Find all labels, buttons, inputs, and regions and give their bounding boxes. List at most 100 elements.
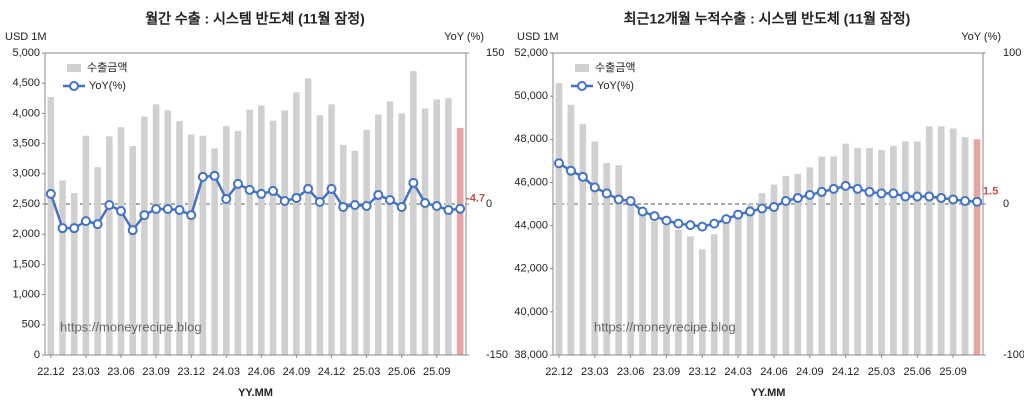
bar [351,150,359,355]
bar [746,204,754,355]
line-marker [768,202,779,213]
line-marker [116,206,127,217]
bar [878,150,885,355]
bar [246,109,253,355]
line-marker [924,191,935,202]
line-marker [303,183,314,194]
y-tick-label: 44,000 [514,219,548,231]
line-marker [828,183,839,194]
line-marker [948,194,959,205]
y-tick-label: 4,000 [12,107,40,119]
line-marker [349,200,360,211]
legend-label: YoY(%) [597,80,634,92]
line-marker [780,195,791,206]
x-tick-label: 25.09 [939,366,967,378]
bar [555,83,563,355]
line-marker [314,196,325,207]
x-tick-label: 24.12 [318,366,346,378]
plot-frame [552,52,984,356]
line-marker [431,201,442,212]
y-tick-label: 500 [22,319,40,331]
bar [293,92,300,355]
bar [339,144,347,355]
bar [830,156,838,355]
line-marker [577,171,588,182]
line-marker [326,183,337,194]
line-marker [268,185,279,196]
y-tick-label: 0 [34,349,40,361]
line-marker [613,194,624,205]
line-marker [104,200,115,211]
line-marker [816,186,827,197]
bar [375,114,382,355]
line-marker [396,202,407,213]
bar [758,193,766,355]
bar [129,146,136,355]
line-marker [876,188,887,199]
line-marker [960,195,971,206]
bar [211,148,218,355]
y-tick-label: 40,000 [514,306,548,318]
y2-tick-label: -150 [486,349,508,361]
data-label: 1.5 [983,186,998,198]
bar [782,175,790,355]
line-marker [852,183,863,194]
line-marker [57,223,68,234]
bar [222,126,230,355]
bar [152,104,160,355]
line-marker [661,215,672,226]
bar [106,136,113,355]
line-marker [625,195,636,206]
y-tick-label: 52,000 [514,47,548,59]
bar [842,143,849,355]
bar [603,163,611,355]
x-tick-label: 25.06 [904,366,932,378]
watermark: https://moneyrecipe.blog [60,319,202,334]
bar [913,141,921,355]
line-marker [840,180,851,191]
x-tick-label: 25.06 [388,366,416,378]
line-marker [553,158,564,169]
bar [281,110,289,355]
line-marker [197,171,208,182]
data-label: -4.7 [466,193,485,205]
x-tick-label: 22.12 [545,366,573,378]
bar [663,225,670,355]
bar [591,141,599,355]
legend-label: 수출금액 [87,61,127,74]
line-marker [864,186,875,197]
x-tick-label: 25.03 [868,366,896,378]
bar [698,249,706,355]
bar [866,147,873,355]
line-marker [420,197,431,208]
bar [710,234,718,355]
bar [445,98,452,356]
y2-tick-label: 150 [486,47,504,59]
line-marker [601,188,612,199]
bar [269,120,277,355]
line-marker [92,219,103,230]
bar [94,167,101,355]
y-unit: USD 1M [517,31,559,43]
line-marker [279,195,290,206]
line-marker [888,188,899,199]
bar [234,130,242,355]
x-tick-label: 24.03 [212,366,240,378]
y2-tick-label: 0 [1003,198,1009,210]
x-tick-label: 23.12 [177,366,205,378]
line-marker [127,225,138,236]
y-tick-label: 2,500 [12,198,40,210]
bar [164,110,172,355]
plot-frame [44,52,467,356]
y-tick-label: 1,000 [12,289,40,301]
y-tick-label: 50,000 [514,90,548,102]
line-marker [936,192,947,203]
x-tick-label: 24.03 [724,366,752,378]
line-marker [757,203,768,214]
bar [567,104,575,356]
y2-tick-label: 100 [1003,47,1021,59]
bar [328,104,335,355]
bar [902,141,909,355]
bar [806,167,814,355]
